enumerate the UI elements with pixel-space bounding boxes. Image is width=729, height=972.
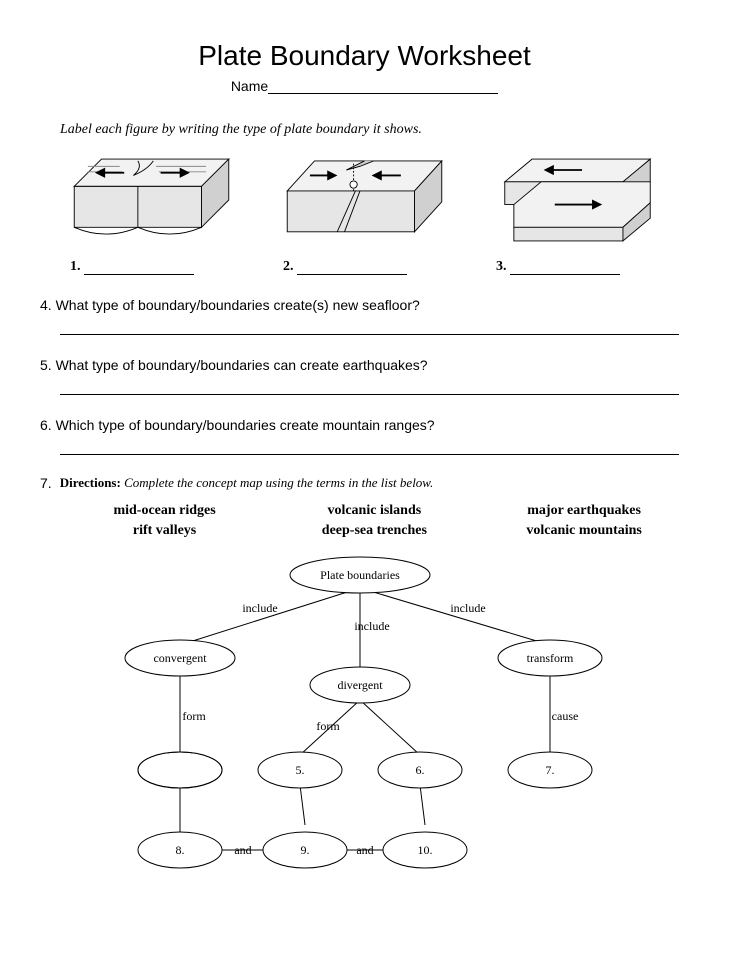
term: volcanic islands <box>269 501 479 521</box>
edge-label: and <box>234 843 251 857</box>
name-field-row: Name <box>40 78 689 94</box>
worksheet-page: Plate Boundary Worksheet Name Label each… <box>0 0 729 972</box>
node-7: 7. <box>545 763 554 777</box>
edge-label: form <box>182 709 206 723</box>
figure-3: 3. <box>486 150 669 275</box>
figure-1-blank[interactable] <box>84 274 194 275</box>
edge-label: and <box>356 843 373 857</box>
q7-directions: Directions: Complete the concept map usi… <box>60 475 689 491</box>
node-6: 6. <box>415 763 424 777</box>
name-label: Name <box>231 78 268 94</box>
question-4: 4. What type of boundary/boundaries crea… <box>40 297 689 313</box>
term: mid-ocean ridges <box>60 501 270 521</box>
node-5: 5. <box>295 763 304 777</box>
node-10: 10. <box>417 843 432 857</box>
figure-3-label: 3. <box>486 259 669 275</box>
edge-label: cause <box>551 709 578 723</box>
figure-3-blank[interactable] <box>510 274 620 275</box>
figure-1-label: 1. <box>60 259 243 275</box>
figure-2-label: 2. <box>273 259 456 275</box>
figure-1: 1. <box>60 150 243 275</box>
figures-row: 1. 2. <box>60 150 669 275</box>
question-5: 5. What type of boundary/boundaries can … <box>40 357 689 373</box>
answer-line-6[interactable] <box>60 453 679 455</box>
answer-line-5[interactable] <box>60 393 679 395</box>
convergent-diagram <box>273 150 456 250</box>
concept-map: Plate boundaries convergent divergent tr… <box>60 550 660 870</box>
node-root: Plate boundaries <box>320 568 400 582</box>
name-blank[interactable] <box>268 93 498 94</box>
node-transform: transform <box>526 651 573 665</box>
question-7: 7. Directions: Complete the concept map … <box>40 475 689 875</box>
edge-label: include <box>354 619 389 633</box>
term-bank: mid-ocean ridges rift valleys volcanic i… <box>60 501 689 540</box>
figure-2-blank[interactable] <box>297 274 407 275</box>
instruction-text: Label each figure by writing the type of… <box>60 122 689 138</box>
node-9: 9. <box>300 843 309 857</box>
node-divergent: divergent <box>337 678 383 692</box>
term: major earthquakes <box>479 501 689 521</box>
transform-diagram <box>486 150 669 250</box>
term: deep-sea trenches <box>269 521 479 541</box>
page-title: Plate Boundary Worksheet <box>40 40 689 72</box>
edge-label: form <box>316 719 340 733</box>
term: rift valleys <box>60 521 270 541</box>
node-8: 8. <box>175 843 184 857</box>
term: volcanic mountains <box>479 521 689 541</box>
divergent-diagram <box>60 150 243 250</box>
node-convergent: convergent <box>153 651 207 665</box>
figure-2: 2. <box>273 150 456 275</box>
edge-label: include <box>450 601 485 615</box>
question-6: 6. Which type of boundary/boundaries cre… <box>40 417 689 433</box>
answer-line-4[interactable] <box>60 333 679 335</box>
edge-label: include <box>242 601 277 615</box>
